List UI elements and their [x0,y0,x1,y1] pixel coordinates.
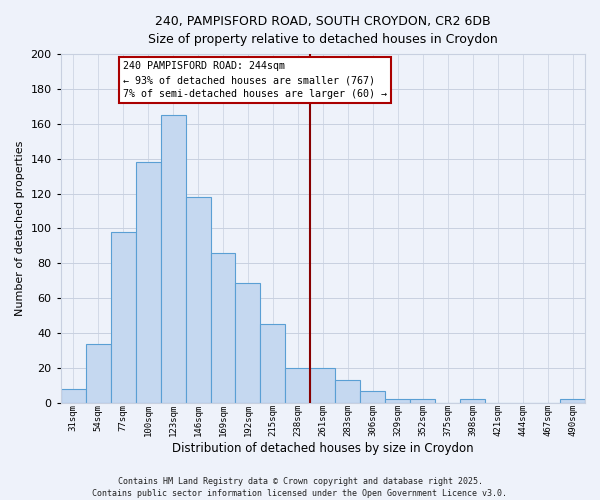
Bar [211,253,235,403]
Text: 240 PAMPISFORD ROAD: 244sqm
← 93% of detached houses are smaller (767)
7% of sem: 240 PAMPISFORD ROAD: 244sqm ← 93% of det… [123,61,387,99]
Bar [235,282,260,403]
Bar [385,400,410,403]
Title: 240, PAMPISFORD ROAD, SOUTH CROYDON, CR2 6DB
Size of property relative to detach: 240, PAMPISFORD ROAD, SOUTH CROYDON, CR2… [148,15,498,46]
X-axis label: Distribution of detached houses by size in Croydon: Distribution of detached houses by size … [172,442,473,455]
Bar [310,368,335,403]
Y-axis label: Number of detached properties: Number of detached properties [15,141,25,316]
Bar [361,390,385,403]
Bar [260,324,286,403]
Bar [61,389,86,403]
Bar [185,197,211,403]
Bar [286,368,310,403]
Bar [86,344,110,403]
Bar [110,232,136,403]
Bar [560,400,585,403]
Bar [410,400,435,403]
Text: Contains HM Land Registry data © Crown copyright and database right 2025.
Contai: Contains HM Land Registry data © Crown c… [92,476,508,498]
Bar [161,115,185,403]
Bar [335,380,361,403]
Bar [460,400,485,403]
Bar [136,162,161,403]
